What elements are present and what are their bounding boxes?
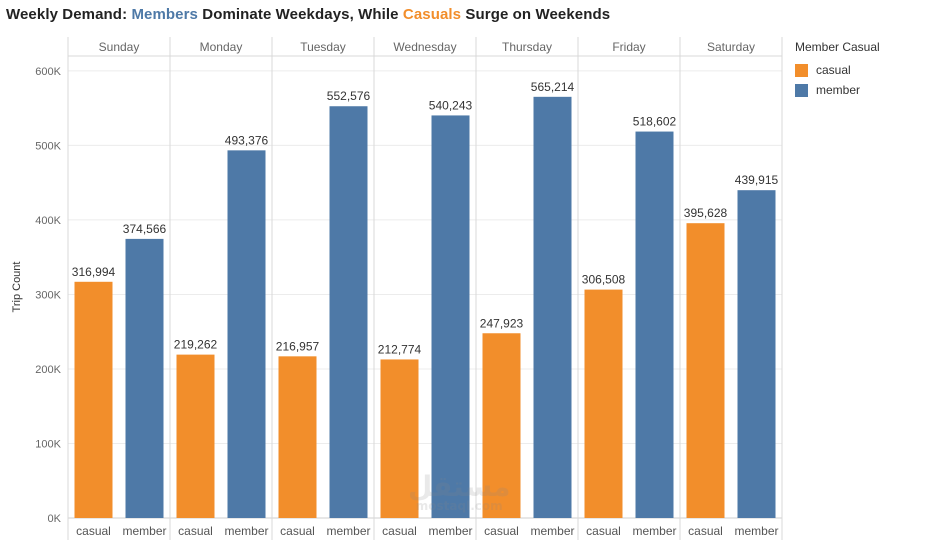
legend-swatch-member: [795, 83, 808, 97]
bar-saturday-casual: [686, 223, 725, 518]
day-header-thursday: Thursday: [502, 40, 552, 54]
bar-sunday-casual: [74, 281, 113, 518]
day-header-friday: Friday: [612, 40, 645, 54]
data-label-monday-casual: 219,262: [174, 338, 218, 352]
title-part3: Surge on Weekends: [461, 6, 611, 23]
data-label-friday-casual: 306,508: [582, 273, 626, 287]
bar-saturday-member: [737, 190, 776, 518]
legend-label-member: member: [816, 83, 861, 97]
day-header-wednesday: Wednesday: [393, 40, 456, 54]
x-tick-label: casual: [382, 524, 417, 538]
title-casuals-word: Casuals: [402, 6, 462, 23]
legend-item-member[interactable]: member: [795, 80, 880, 100]
y-tick-label: 0K: [48, 513, 62, 525]
data-label-thursday-member: 565,214: [531, 80, 575, 94]
x-tick-label: member: [734, 524, 778, 538]
day-header-sunday: Sunday: [99, 40, 140, 54]
x-tick-label: member: [122, 524, 166, 538]
legend-swatch-casual: [795, 63, 808, 77]
data-label-monday-member: 493,376: [225, 133, 269, 147]
title-part1: Weekly Demand:: [6, 6, 132, 23]
y-tick-label: 500K: [35, 140, 61, 152]
x-tick-label: member: [224, 524, 268, 538]
bar-friday-member: [635, 131, 674, 518]
bar-friday-casual: [584, 289, 623, 518]
data-label-sunday-member: 374,566: [123, 222, 167, 236]
legend-label-casual: casual: [816, 63, 851, 77]
data-label-friday-member: 518,602: [633, 115, 677, 129]
day-header-saturday: Saturday: [707, 40, 755, 54]
day-header-monday: Monday: [200, 40, 243, 54]
x-tick-label: member: [326, 524, 370, 538]
data-label-saturday-member: 439,915: [735, 173, 779, 187]
watermark-logo-text: مستقل: [408, 470, 511, 503]
bar-tuesday-casual: [278, 356, 317, 518]
y-tick-label: 200K: [35, 364, 61, 376]
title-members-word: Members: [131, 6, 198, 23]
data-label-tuesday-member: 552,576: [327, 89, 371, 103]
x-tick-label: member: [530, 524, 574, 538]
title-part2: Dominate Weekdays, While: [198, 6, 403, 23]
data-label-tuesday-casual: 216,957: [276, 339, 320, 353]
panel-header-band: [68, 37, 782, 56]
y-tick-label: 300K: [35, 289, 61, 301]
x-tick-label: member: [428, 524, 472, 538]
y-tick-label: 600K: [35, 66, 61, 78]
bar-wednesday-member: [431, 115, 470, 519]
bar-thursday-member: [533, 96, 572, 519]
data-label-thursday-casual: 247,923: [480, 316, 524, 330]
x-tick-label: casual: [76, 524, 111, 538]
bar-monday-member: [227, 150, 266, 519]
bar-wednesday-casual: [380, 359, 419, 518]
bar-sunday-member: [125, 238, 164, 518]
y-tick-label: 400K: [35, 215, 61, 227]
legend-title: Member Casual: [795, 40, 880, 54]
data-label-saturday-casual: 395,628: [684, 206, 728, 220]
x-tick-label: casual: [688, 524, 723, 538]
bar-tuesday-member: [329, 106, 368, 518]
x-tick-label: casual: [178, 524, 213, 538]
watermark-url: mostaql.com: [415, 499, 503, 513]
data-label-wednesday-member: 540,243: [429, 98, 473, 112]
day-header-tuesday: Tuesday: [300, 40, 346, 54]
y-axis-title: Trip Count: [11, 262, 23, 313]
legend: Member Casual casual member: [795, 40, 880, 100]
x-tick-label: casual: [586, 524, 621, 538]
watermark-logo: مستقل mostaql.com: [408, 470, 510, 513]
x-tick-label: member: [632, 524, 676, 538]
y-tick-label: 100K: [35, 438, 61, 450]
data-label-wednesday-casual: 212,774: [378, 342, 422, 356]
legend-item-casual[interactable]: casual: [795, 60, 880, 80]
data-label-sunday-casual: 316,994: [72, 265, 116, 279]
chart-title: Weekly Demand: Members Dominate Weekdays…: [6, 6, 610, 23]
bar-thursday-casual: [482, 333, 521, 518]
x-tick-label: casual: [280, 524, 315, 538]
x-tick-label: casual: [484, 524, 519, 538]
bar-monday-casual: [176, 354, 215, 518]
